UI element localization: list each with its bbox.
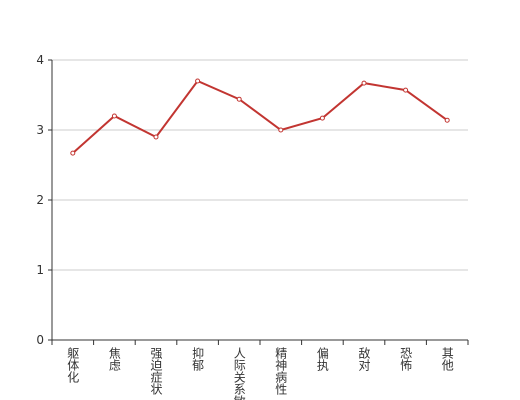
- marker: [111, 113, 117, 119]
- marker: [403, 87, 409, 93]
- y-tick-label: 1: [36, 263, 44, 277]
- marker: [278, 127, 284, 133]
- marker: [195, 78, 201, 84]
- line: [72, 79, 448, 154]
- marker: [444, 117, 450, 123]
- x-tick-label: 敌对: [357, 346, 371, 371]
- x-tick-label: 偏执: [315, 346, 329, 372]
- y-tick-label: 2: [36, 193, 44, 207]
- y-tick-label: 3: [36, 123, 44, 137]
- x-tick-label: 其他: [440, 347, 454, 371]
- marker: [319, 115, 325, 121]
- marker: [153, 134, 159, 140]
- y-tick-label: 0: [36, 333, 44, 347]
- y-tick-label: 4: [36, 53, 44, 67]
- x-tick-label: 强迫症状: [149, 347, 163, 395]
- x-tick-label: 抑郁: [191, 346, 205, 372]
- x-tick-label: 精神病性: [274, 347, 288, 396]
- marker: [361, 80, 367, 86]
- x-tick-label: 恐怖: [399, 347, 413, 371]
- marker: [236, 96, 242, 102]
- marker: [70, 150, 76, 156]
- x-tick-label: 焦虑: [107, 347, 121, 371]
- x-tick-label: 躯体化: [66, 346, 80, 384]
- x-tick-label: 人际关系敏感: [232, 347, 246, 400]
